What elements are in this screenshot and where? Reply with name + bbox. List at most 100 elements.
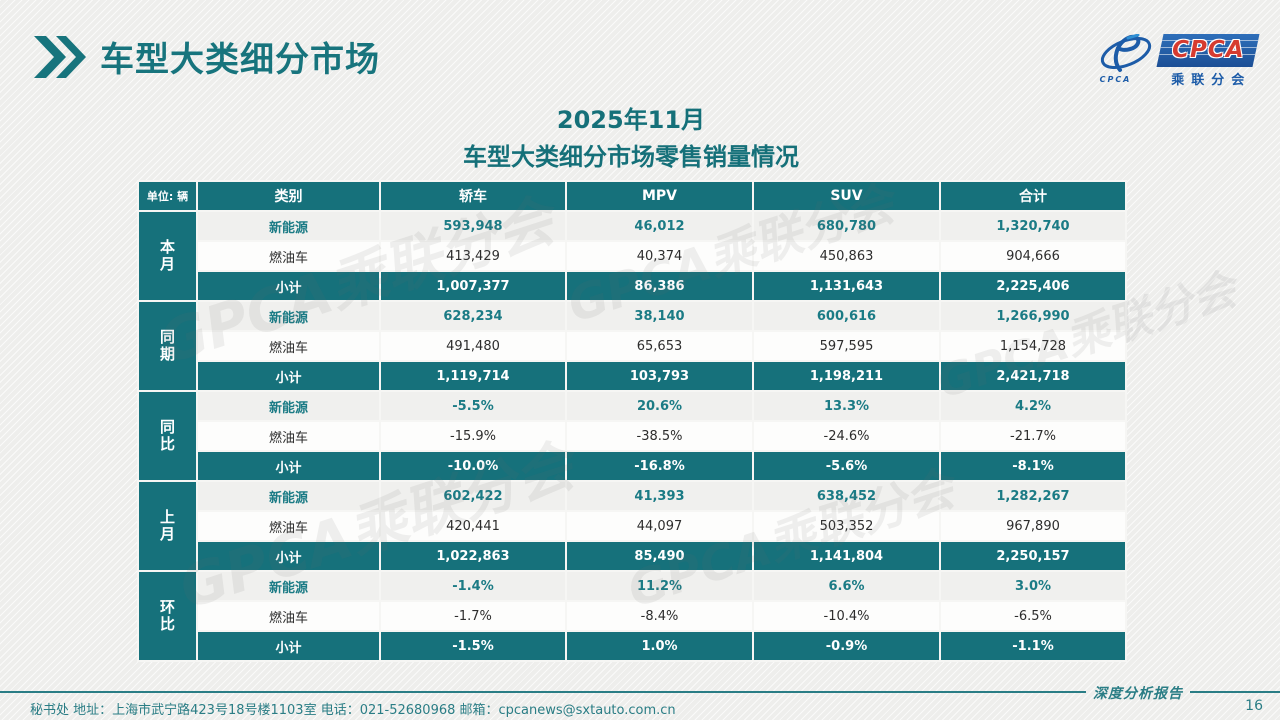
row-group-label: 同比 <box>137 390 198 482</box>
page-number: 16 <box>1245 698 1263 714</box>
value-cell: 1,154,728 <box>939 330 1127 362</box>
table-row: 小计 1,119,714 103,793 1,198,211 2,421,718 <box>138 360 1127 392</box>
value-cell: 65,653 <box>565 330 754 362</box>
category-cell: 小计 <box>196 270 381 302</box>
table-header-row: 单位: 辆 类别 轿车 MPV SUV 合计 <box>137 180 1127 212</box>
value-cell: 503,352 <box>752 510 941 542</box>
value-cell: 44,097 <box>565 510 754 542</box>
value-cell: -0.9% <box>752 630 941 662</box>
value-cell: -6.5% <box>939 600 1127 632</box>
table-row: 上月新能源 602,422 41,393 638,452 1,282,267 <box>137 480 1127 572</box>
value-cell: 600,616 <box>752 300 941 332</box>
value-cell: -5.6% <box>752 450 941 482</box>
table-row: 小计 -10.0% -16.8% -5.6% -8.1% <box>138 450 1127 482</box>
column-header-total: 合计 <box>939 180 1127 212</box>
footer-divider-right <box>1190 691 1280 693</box>
value-cell: 420,441 <box>379 510 567 542</box>
category-cell: 燃油车 <box>196 510 381 542</box>
value-cell: 450,863 <box>752 240 941 272</box>
value-cell: -1.7% <box>379 600 567 632</box>
table-title-period: 2025年11月 <box>556 106 706 134</box>
unit-label: 单位: 辆 <box>137 180 198 212</box>
table-row: 同比新能源 -5.5% 20.6% 13.3% 4.2% <box>137 390 1127 482</box>
table-row: 环比新能源 -1.4% 11.2% 6.6% 3.0% <box>137 570 1127 662</box>
category-cell: 小计 <box>196 360 381 392</box>
value-cell: 4.2% <box>939 390 1127 422</box>
footer-contact-info: 秘书处 地址：上海市武宁路423号18号楼1103室 电话：021-526809… <box>30 703 676 718</box>
table-row: 小计 1,022,863 85,490 1,141,804 2,250,157 <box>138 540 1127 572</box>
value-cell: 413,429 <box>379 240 567 272</box>
value-cell: 1,266,990 <box>939 300 1127 332</box>
table-row: 燃油车 491,480 65,653 597,595 1,154,728 <box>138 330 1127 362</box>
table-row: 燃油车 -15.9% -38.5% -24.6% -21.7% <box>138 420 1127 452</box>
page-title: 车型大类细分市场 <box>100 40 380 80</box>
category-cell: 新能源 <box>196 300 381 332</box>
value-cell: 6.6% <box>752 570 941 602</box>
column-header-sedan: 轿车 <box>379 180 567 212</box>
column-header-category: 类别 <box>196 180 381 212</box>
value-cell: 46,012 <box>565 210 754 242</box>
value-cell: 3.0% <box>939 570 1127 602</box>
value-cell: -8.1% <box>939 450 1127 482</box>
value-cell: 40,374 <box>565 240 754 272</box>
value-cell: 593,948 <box>379 210 567 242</box>
table-title: 2025年11月 车型大类细分市场零售销量情况 <box>137 100 1125 172</box>
category-cell: 小计 <box>196 540 381 572</box>
value-cell: 1,007,377 <box>379 270 567 302</box>
table-body: 本月新能源 593,948 46,012 680,780 1,320,740 燃油车 413… <box>137 210 1127 662</box>
cpca-emblem-icon: CPCA <box>1098 33 1154 84</box>
sales-table: 单位: 辆 类别 轿车 MPV SUV 合计 本月新能源 593,948 46,01… <box>137 180 1127 662</box>
value-cell: -10.0% <box>379 450 567 482</box>
category-cell: 新能源 <box>196 570 381 602</box>
value-cell: 1,282,267 <box>939 480 1127 512</box>
value-cell: 602,422 <box>379 480 567 512</box>
value-cell: 2,225,406 <box>939 270 1127 302</box>
table-row: 本月新能源 593,948 46,012 680,780 1,320,740 <box>137 210 1127 302</box>
value-cell: 103,793 <box>565 360 754 392</box>
table-row: 同期新能源 628,234 38,140 600,616 1,266,990 <box>137 300 1127 392</box>
category-cell: 燃油车 <box>196 330 381 362</box>
value-cell: 1,198,211 <box>752 360 941 392</box>
slide-header: 车型大类细分市场 <box>34 32 380 81</box>
double-chevron-icon <box>34 35 86 78</box>
logo-block: CPCA <box>1156 34 1260 67</box>
value-cell: -38.5% <box>565 420 754 452</box>
report-type-label: 深度分析报告 <box>1093 687 1183 702</box>
value-cell: 86,386 <box>565 270 754 302</box>
value-cell: 1,131,643 <box>752 270 941 302</box>
column-header-mpv: MPV <box>565 180 754 212</box>
category-cell: 小计 <box>196 630 381 662</box>
value-cell: 1,022,863 <box>379 540 567 572</box>
category-cell: 燃油车 <box>196 600 381 632</box>
value-cell: -21.7% <box>939 420 1127 452</box>
value-cell: 1,320,740 <box>939 210 1127 242</box>
column-header-suv: SUV <box>752 180 941 212</box>
cpca-logo: CPCA CPCA 乘联分会 <box>1098 33 1260 88</box>
value-cell: -24.6% <box>752 420 941 452</box>
value-cell: 20.6% <box>565 390 754 422</box>
value-cell: -5.5% <box>379 390 567 422</box>
logo-acronym: CPCA <box>1171 37 1245 63</box>
category-cell: 小计 <box>196 450 381 482</box>
table-row: 小计 1,007,377 86,386 1,131,643 2,225,406 <box>138 270 1127 302</box>
value-cell: 967,890 <box>939 510 1127 542</box>
footer-divider-left <box>0 691 1086 693</box>
value-cell: 2,421,718 <box>939 360 1127 392</box>
value-cell: 628,234 <box>379 300 567 332</box>
value-cell: 1,141,804 <box>752 540 941 572</box>
value-cell: 1.0% <box>565 630 754 662</box>
category-cell: 燃油车 <box>196 420 381 452</box>
value-cell: -1.1% <box>939 630 1127 662</box>
category-cell: 燃油车 <box>196 240 381 272</box>
value-cell: 2,250,157 <box>939 540 1127 572</box>
value-cell: -16.8% <box>565 450 754 482</box>
table-row: 燃油车 420,441 44,097 503,352 967,890 <box>138 510 1127 542</box>
value-cell: -15.9% <box>379 420 567 452</box>
table-row: 燃油车 -1.7% -8.4% -10.4% -6.5% <box>138 600 1127 632</box>
value-cell: 13.3% <box>752 390 941 422</box>
value-cell: -1.5% <box>379 630 567 662</box>
table-row: 小计 -1.5% 1.0% -0.9% -1.1% <box>138 630 1127 662</box>
table-title-subject: 车型大类细分市场零售销量情况 <box>463 143 799 171</box>
value-cell: 38,140 <box>565 300 754 332</box>
category-cell: 新能源 <box>196 480 381 512</box>
